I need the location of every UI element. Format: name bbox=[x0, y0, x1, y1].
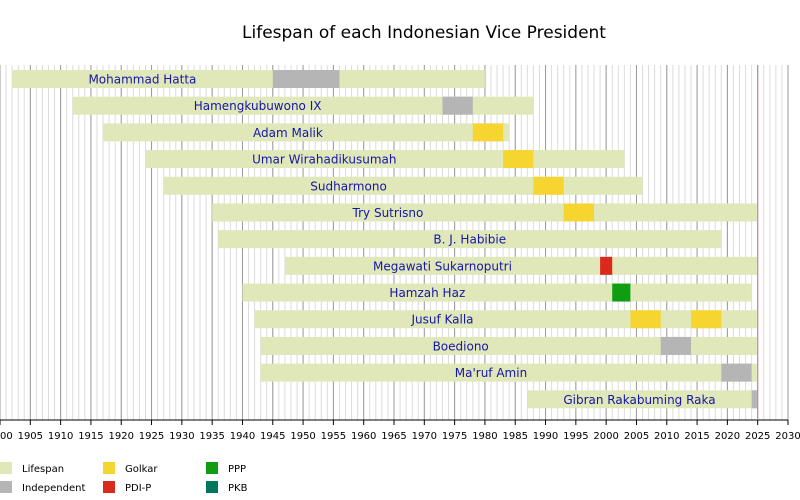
term-bar bbox=[533, 176, 564, 195]
term-bar bbox=[563, 203, 595, 222]
legend-label: Golkar bbox=[125, 464, 158, 475]
x-tick-label: 2030 bbox=[775, 431, 800, 442]
term-bar bbox=[472, 123, 504, 142]
person-name: Ma'ruf Amin bbox=[455, 366, 527, 380]
lifespan-bar bbox=[12, 70, 485, 88]
x-tick-label: 2025 bbox=[745, 431, 770, 442]
lifespan-bar bbox=[527, 390, 758, 409]
x-tick-label: 1905 bbox=[18, 431, 43, 442]
x-tick-label: 1950 bbox=[290, 431, 315, 442]
person-name: Hamzah Haz bbox=[389, 286, 465, 300]
x-tick-label: 1980 bbox=[472, 431, 497, 442]
lifespan-bar bbox=[103, 123, 510, 142]
x-tick-label: 1975 bbox=[442, 431, 467, 442]
lifespan-bar bbox=[242, 283, 752, 302]
term-bar bbox=[660, 336, 692, 355]
legend-swatch bbox=[103, 462, 115, 474]
person-name: Boediono bbox=[433, 339, 489, 353]
x-tick-label: 1920 bbox=[109, 431, 134, 442]
legend-label: PDI-P bbox=[125, 483, 151, 494]
person-name: Jusuf Kalla bbox=[410, 313, 473, 327]
lifespan-bar bbox=[212, 203, 758, 222]
x-tick-label: 1915 bbox=[78, 431, 103, 442]
x-tick-label: 1990 bbox=[533, 431, 558, 442]
x-tick-label: 1970 bbox=[412, 431, 437, 442]
x-tick-label: 1945 bbox=[260, 431, 285, 442]
x-tick-label: 1925 bbox=[139, 431, 164, 442]
person-name: B. J. Habibie bbox=[433, 233, 506, 247]
x-tick-label: 1985 bbox=[503, 431, 528, 442]
lifespan-bar bbox=[254, 310, 758, 329]
legend-label: Independent bbox=[22, 483, 85, 494]
x-tick-label: 1910 bbox=[48, 431, 73, 442]
term-bar bbox=[751, 390, 758, 409]
lifespan-bar bbox=[260, 336, 758, 355]
legend-swatch bbox=[0, 462, 12, 474]
x-tick-label: 1955 bbox=[321, 431, 346, 442]
legend-swatch bbox=[103, 481, 115, 493]
x-tick-label: 2015 bbox=[684, 431, 709, 442]
person-name: Adam Malik bbox=[253, 126, 323, 140]
term-bar bbox=[630, 310, 661, 329]
person-name: Gibran Rakabuming Raka bbox=[563, 393, 715, 407]
x-tick-label: 1935 bbox=[199, 431, 224, 442]
term-bar bbox=[272, 70, 340, 88]
lifespan-bar bbox=[72, 96, 534, 115]
x-tick-label: 1960 bbox=[351, 431, 376, 442]
x-tick-label: 1965 bbox=[381, 431, 406, 442]
person-name: Umar Wirahadikusumah bbox=[252, 153, 396, 167]
legend-label: PPP bbox=[228, 464, 246, 475]
term-bar bbox=[612, 283, 631, 302]
x-tick-label: 2010 bbox=[654, 431, 679, 442]
legend-swatch bbox=[0, 481, 12, 493]
x-tick-label: 2020 bbox=[715, 431, 740, 442]
term-bar bbox=[691, 310, 722, 329]
chart-title: Lifespan of each Indonesian Vice Preside… bbox=[242, 23, 606, 43]
legend-swatch bbox=[206, 481, 218, 493]
term-bar bbox=[442, 96, 473, 115]
person-name: Try Sutrisno bbox=[352, 206, 424, 220]
person-name: Megawati Sukarnoputri bbox=[373, 259, 512, 273]
x-tick-label: 1930 bbox=[169, 431, 194, 442]
lifespan-bar bbox=[284, 256, 758, 275]
x-tick-label: 1900 bbox=[0, 431, 13, 442]
legend-swatch bbox=[206, 462, 218, 474]
person-name: Sudharmono bbox=[310, 179, 387, 193]
lifespan-bar bbox=[218, 230, 722, 249]
x-tick-label: 1940 bbox=[230, 431, 255, 442]
lifespan-bar bbox=[163, 176, 643, 195]
legend-label: Lifespan bbox=[22, 464, 64, 475]
person-name: Mohammad Hatta bbox=[88, 73, 196, 87]
person-name: Hamengkubuwono IX bbox=[194, 99, 322, 113]
term-bar bbox=[600, 256, 613, 275]
x-tick-label: 1995 bbox=[563, 431, 588, 442]
x-tick-label: 2005 bbox=[624, 431, 649, 442]
x-tick-label: 2000 bbox=[593, 431, 618, 442]
term-bar bbox=[721, 363, 752, 382]
lifespan-bar bbox=[260, 363, 758, 382]
term-bar bbox=[503, 150, 534, 169]
legend-label: PKB bbox=[228, 483, 248, 494]
